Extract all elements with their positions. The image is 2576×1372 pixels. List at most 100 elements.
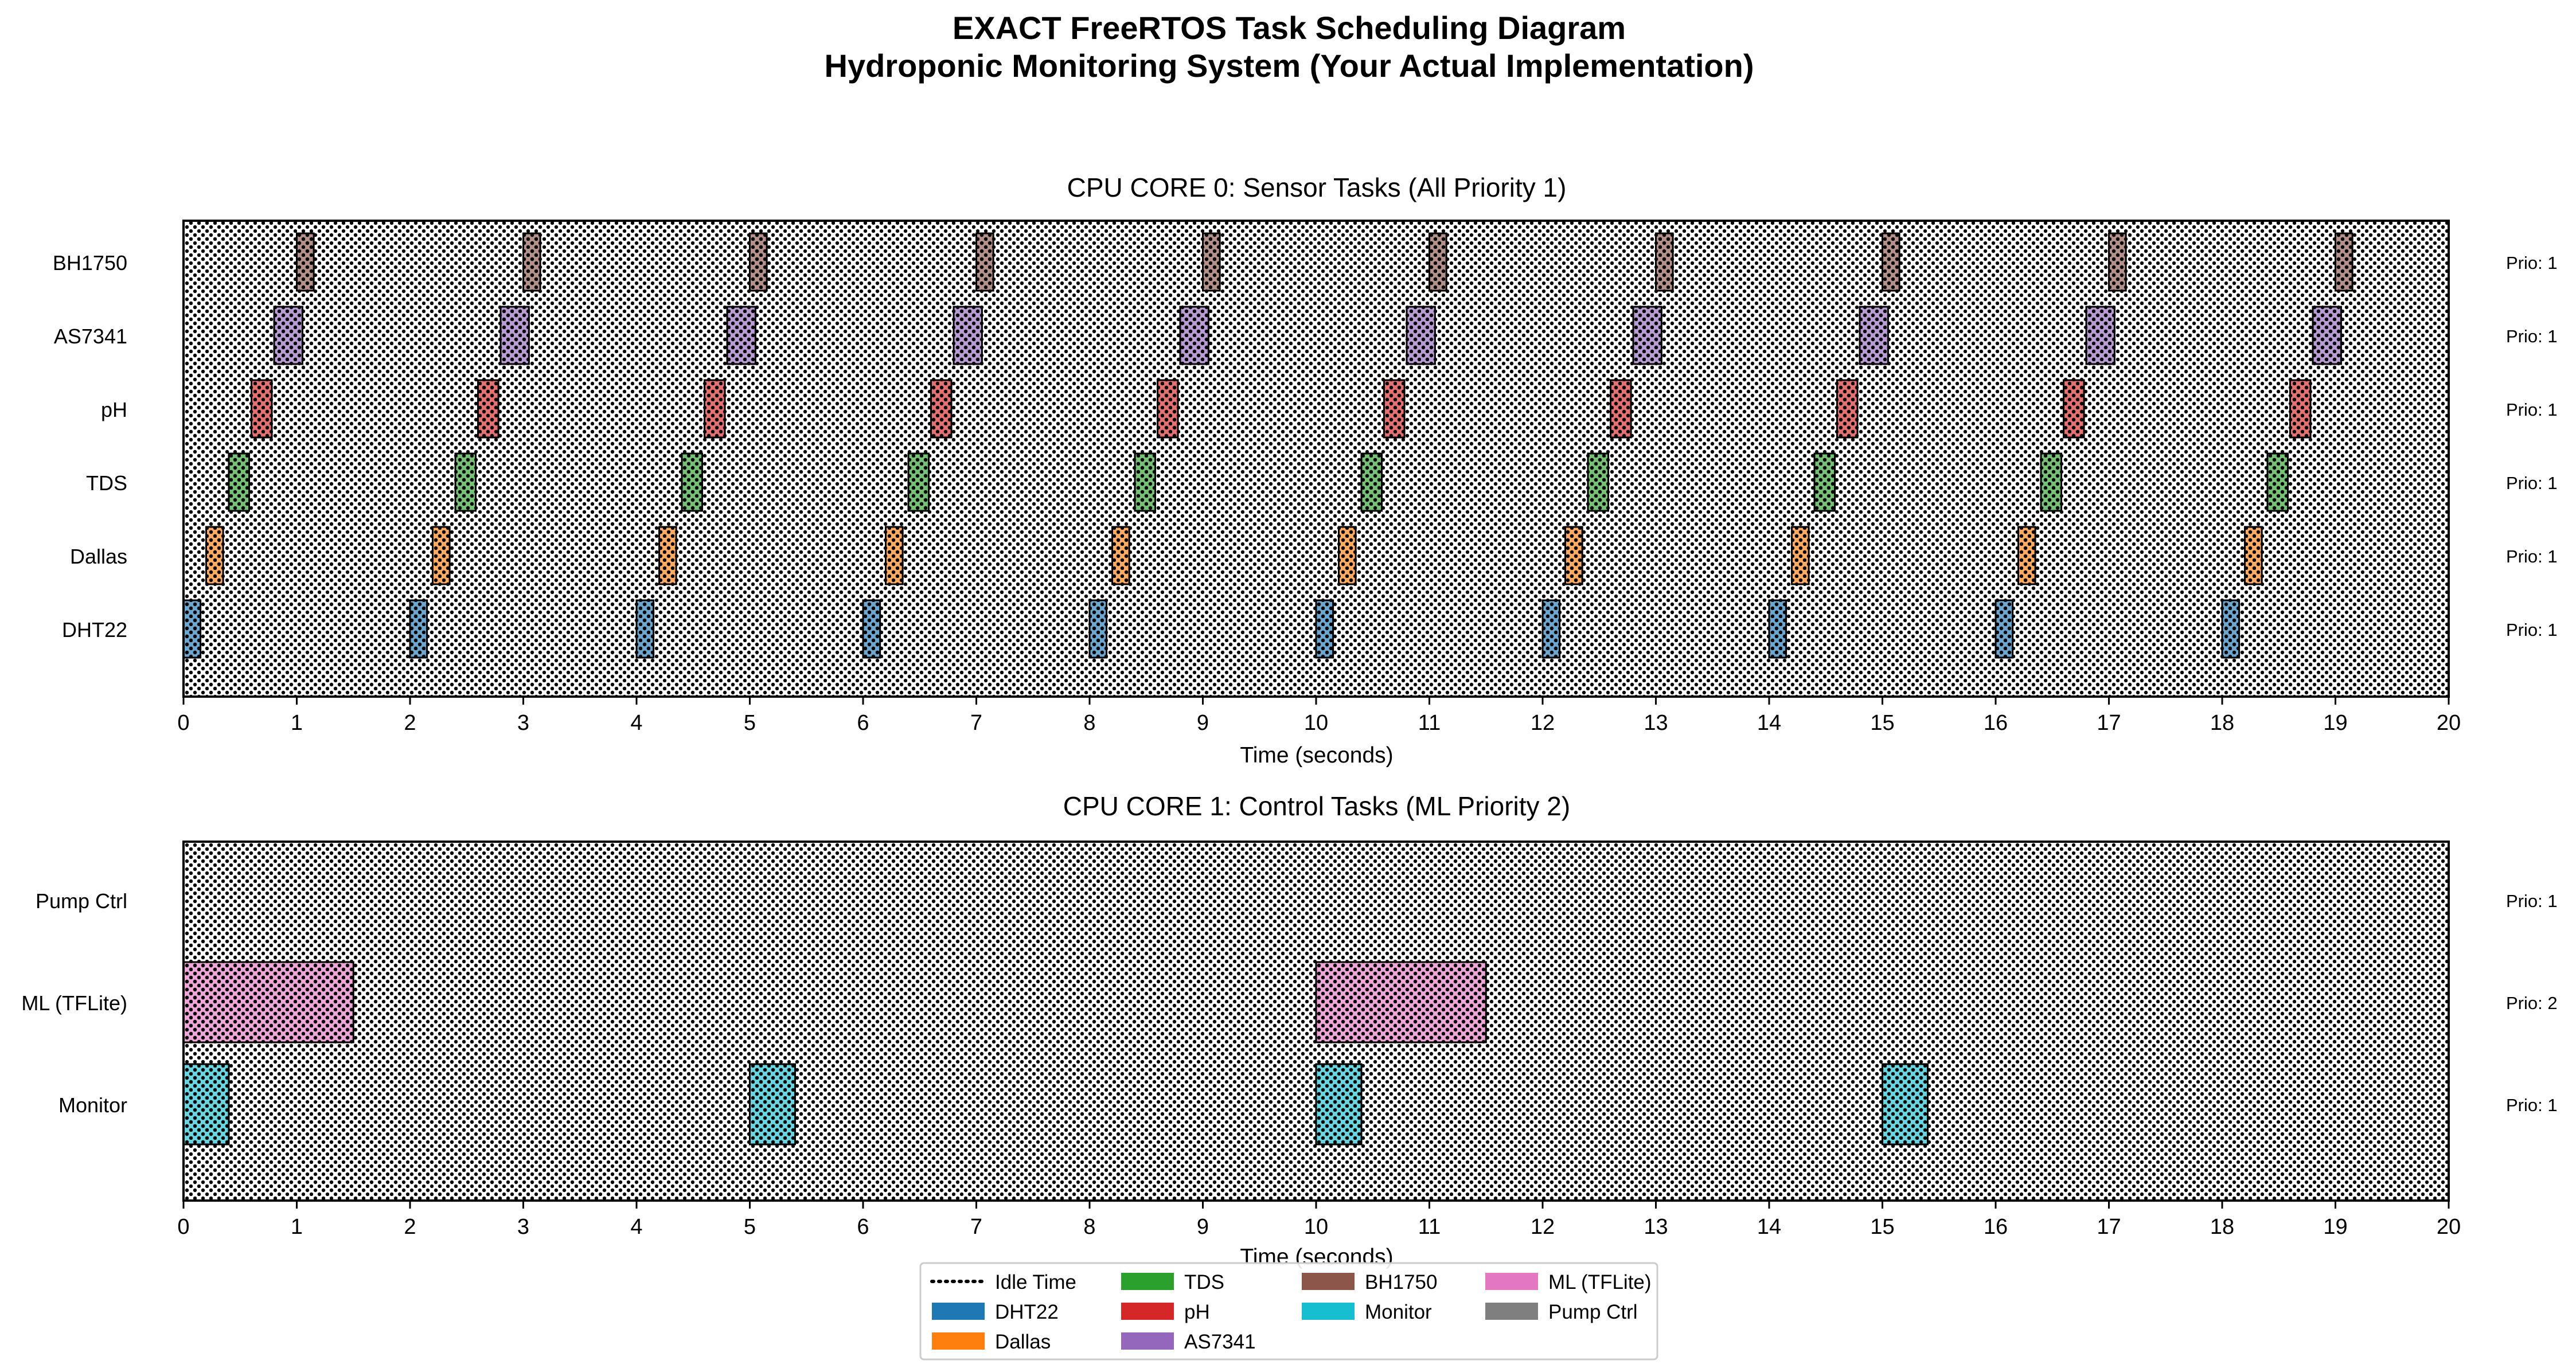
core0-task-bar-bh1750 (1882, 232, 1900, 292)
core0-task-bar-bh1750 (749, 232, 768, 292)
core0-task-bar-tds (454, 452, 477, 512)
core0-priority-label-dallas: Prio: 1 (2506, 546, 2558, 566)
core1-x-tick-label: 3 (517, 1215, 529, 1239)
core1-task-bar-monitor (1882, 1063, 1929, 1146)
legend-swatch-dht22 (932, 1303, 985, 1320)
core1-x-tick-label: 4 (630, 1215, 642, 1239)
core0-task-bar-dallas (1791, 526, 1810, 585)
core0-task-bar-dallas (205, 526, 224, 585)
core0-task-bar-as7341 (1632, 306, 1662, 365)
core1-x-tick-label: 10 (1304, 1215, 1328, 1239)
legend-label-bh1750: BH1750 (1365, 1271, 1437, 1293)
core0-task-bar-tds (1813, 452, 1836, 512)
core0-task-bar-dallas (2244, 526, 2263, 585)
core0-task-bar-ph (704, 379, 726, 439)
core0-x-tick-label: 20 (2437, 711, 2461, 735)
core0-task-bar-dht22 (409, 599, 428, 659)
core0-priority-label-as7341: Prio: 1 (2506, 326, 2558, 346)
core0-x-tick-label: 8 (1083, 711, 1095, 735)
core0-task-bar-ph (1610, 379, 1632, 439)
figure-title-line-2: Hydroponic Monitoring System (Your Actua… (825, 48, 1754, 84)
legend-item-bh1750: BH1750 (1302, 1271, 1437, 1293)
core1-x-tick-label: 1 (291, 1215, 303, 1239)
core0-task-bar-dht22 (1995, 599, 2014, 659)
core0-task-bar-dallas (1111, 526, 1130, 585)
core0-task-bar-dallas (1564, 526, 1583, 585)
legend-frame (919, 1262, 1658, 1361)
legend-label-tds: TDS (1184, 1271, 1224, 1293)
core0-task-bar-bh1750 (1202, 232, 1221, 292)
legend-item-as7341: AS7341 (1121, 1331, 1256, 1353)
core0-x-tick-label: 10 (1304, 711, 1328, 735)
core0-task-bar-as7341 (2085, 306, 2116, 365)
core0-task-bar-bh1750 (522, 232, 541, 292)
core0-task-bar-as7341 (953, 306, 983, 365)
legend-label-ph: pH (1184, 1301, 1210, 1323)
core0-priority-labels: Prio: 1 Prio: 1 Prio: 1 Prio: 1 Prio: 1 Prio:… (2506, 253, 2558, 640)
core1-x-tick-label: 8 (1083, 1215, 1095, 1239)
core1-priority-label-monitor: Prio: 1 (2506, 1095, 2558, 1115)
core1-x-tick-label: 12 (1531, 1215, 1555, 1239)
core1-task-bar-monitor (182, 1063, 230, 1146)
core0-x-tick-label: 2 (404, 711, 416, 735)
core0-task-bar-as7341 (1179, 306, 1209, 365)
core0-priority-label-dht22: Prio: 1 (2506, 620, 2558, 640)
core0-task-bar-dht22 (635, 599, 655, 659)
core0-task-bar-ph (2063, 379, 2085, 439)
legend-item-idle-time: Idle Time (930, 1271, 1076, 1293)
core1-priority-label-ml-tflite: Prio: 2 (2506, 993, 2558, 1013)
legend-item-ml-tflite: ML (TFLite) (1485, 1271, 1652, 1293)
core0-row-label-as7341: AS7341 (54, 325, 127, 348)
core0-task-bar-ph (1383, 379, 1406, 439)
core0-row-labels: DHT22 Dallas TDS pH AS7341 BH1750 (53, 251, 127, 642)
core0-task-bar-dht22 (2221, 599, 2241, 659)
core1-x-tick-label: 11 (1418, 1215, 1441, 1239)
core0-x-tick-label: 3 (517, 711, 529, 735)
core1-row-label-monitor: Monitor (58, 1093, 127, 1117)
legend: Idle Time DHT22 Dallas TDS pH AS7341 BH1750 Mon… (919, 1262, 1658, 1361)
legend-item-dallas: Dallas (932, 1331, 1051, 1353)
legend-label-idle-time: Idle Time (995, 1271, 1076, 1293)
core1-x-tick-label: 5 (744, 1215, 756, 1239)
legend-swatch-pump-ctrl (1485, 1303, 1538, 1320)
core0-x-tick-label: 11 (1418, 711, 1441, 735)
core0-x-tick-label: 9 (1197, 711, 1209, 735)
legend-label-monitor: Monitor (1365, 1301, 1432, 1323)
core0-task-bar-tds (2266, 452, 2289, 512)
core0-task-bar-dallas (2017, 526, 2036, 585)
legend-swatch-ml-tflite (1485, 1273, 1538, 1290)
core1-priority-label-pump-ctrl: Prio: 1 (2506, 891, 2558, 911)
core0-task-bar-ph (1157, 379, 1179, 439)
core1-x-tick-label: 16 (1984, 1215, 2008, 1239)
legend-label-ml-tflite: ML (TFLite) (1548, 1271, 1652, 1293)
core0-task-bar-ph (2289, 379, 2312, 439)
core1-x-tick-label: 18 (2210, 1215, 2234, 1239)
core0-task-bar-bh1750 (296, 232, 315, 292)
legend-item-tds: TDS (1121, 1271, 1224, 1293)
core0-task-bar-bh1750 (1655, 232, 1674, 292)
core0-row-label-ph: pH (101, 398, 127, 421)
core0-task-bar-tds (228, 452, 251, 512)
core1-priority-labels: Prio: 1 Prio: 2 Prio: 1 (2506, 891, 2558, 1115)
core1-x-tick-label: 2 (404, 1215, 416, 1239)
core1-x-tick-label: 9 (1197, 1215, 1209, 1239)
legend-label-pump-ctrl: Pump Ctrl (1548, 1301, 1638, 1323)
core1-x-tick-label: 7 (970, 1215, 982, 1239)
core0-x-tick-label: 1 (291, 711, 303, 735)
core0-task-bar-tds (1360, 452, 1383, 512)
core0-task-bar-dht22 (182, 599, 202, 659)
core0-x-tick-label: 6 (857, 711, 869, 735)
core0-x-tick-label: 17 (2097, 711, 2121, 735)
core0-task-bar-ph (251, 379, 273, 439)
core0-task-bar-dallas (658, 526, 677, 585)
core0-task-bar-tds (2040, 452, 2063, 512)
core1-row-label-ml-tflite: ML (TFLite) (21, 991, 127, 1015)
core0-task-bar-dht22 (1541, 599, 1561, 659)
core0-task-bar-as7341 (726, 306, 756, 365)
legend-item-monitor: Monitor (1302, 1301, 1432, 1323)
core0-task-bar-dht22 (1315, 599, 1334, 659)
core1-x-tick-label: 13 (1644, 1215, 1668, 1239)
core0-priority-label-tds: Prio: 1 (2506, 473, 2558, 493)
core0-task-bar-ph (930, 379, 953, 439)
